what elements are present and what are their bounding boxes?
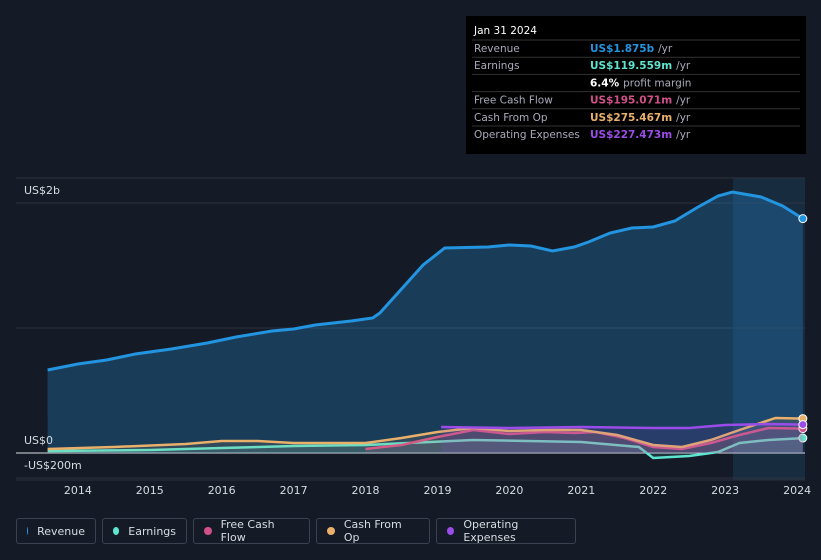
x-tick-label: 2018 <box>352 484 380 497</box>
series-line <box>47 416 803 451</box>
x-tick-label: 2022 <box>639 484 667 497</box>
tooltip-unit: /yr <box>676 129 691 141</box>
legend-swatch <box>204 527 212 535</box>
end-point <box>798 214 808 224</box>
chart: Jan 31 2024 Revenue US$1.875b/yr Earnings US… <box>16 16 811 497</box>
legend-item[interactable]: Cash From Op <box>316 518 430 544</box>
legend-item[interactable]: Free Cash Flow <box>193 518 310 544</box>
series-area <box>47 418 803 453</box>
legend-swatch <box>447 527 455 535</box>
tooltip-unit: /yr <box>676 95 691 107</box>
series-line <box>47 436 803 460</box>
tooltip-value: US$275.467m <box>590 112 672 124</box>
legend-item[interactable]: Earnings <box>102 518 187 544</box>
x-tick-label: 2020 <box>495 484 523 497</box>
legend-label: Earnings <box>128 524 176 538</box>
tooltip-label: Cash From Op <box>474 112 548 124</box>
series-area <box>47 192 803 453</box>
x-tick-label: 2017 <box>280 484 308 497</box>
y-tick-label: US$0 <box>24 434 53 447</box>
end-point <box>798 420 808 430</box>
x-tick-label: 2015 <box>136 484 164 497</box>
x-tick-label: 2024 <box>783 484 811 497</box>
tooltip-unit: /yr <box>658 43 673 55</box>
legend-item[interactable]: Revenue <box>16 518 96 544</box>
tooltip-box <box>466 16 806 154</box>
tooltip-date: Jan 31 2024 <box>473 25 537 37</box>
tooltip-value: US$195.071m <box>590 95 672 107</box>
legend-label: Revenue <box>37 524 85 538</box>
x-tick-label: 2016 <box>208 484 236 497</box>
x-tick-label: 2014 <box>64 484 92 497</box>
series-line <box>47 190 804 372</box>
tooltip-unit: profit margin <box>623 77 691 89</box>
x-tick-label: 2019 <box>423 484 451 497</box>
legend-label: Operating Expenses <box>463 518 519 544</box>
x-tick-label: 2023 <box>711 484 739 497</box>
legend-item[interactable]: Operating Expenses <box>436 518 576 544</box>
tooltip-unit: /yr <box>676 112 691 124</box>
x-tick-label: 2021 <box>567 484 595 497</box>
series-area <box>47 438 803 458</box>
tooltip-value: US$1.875b <box>590 43 655 55</box>
tooltip: Jan 31 2024 Revenue US$1.875b/yr Earnings US… <box>16 16 808 479</box>
tooltip-label: Revenue <box>474 43 520 55</box>
tooltip-label: Earnings <box>474 60 520 72</box>
legend-swatch <box>27 527 29 535</box>
legend-label: Free Cash Flow <box>220 518 275 544</box>
legend-swatch <box>327 527 335 535</box>
tooltip-label: Free Cash Flow <box>474 95 553 107</box>
tooltip-label: Operating Expenses <box>474 129 580 141</box>
y-tick-label: US$2b <box>24 184 60 197</box>
tooltip-value: 6.4% <box>590 77 620 89</box>
tooltip-unit: /yr <box>676 60 691 72</box>
series-line <box>441 422 803 430</box>
series-area <box>441 424 803 453</box>
legend-swatch <box>113 527 120 535</box>
legend-label: Cash From Op <box>343 518 402 544</box>
y-tick-label: -US$200m <box>24 459 82 472</box>
end-point <box>798 433 808 443</box>
tooltip-value: US$119.559m <box>590 60 672 72</box>
tooltip-value: US$227.473m <box>590 129 672 141</box>
